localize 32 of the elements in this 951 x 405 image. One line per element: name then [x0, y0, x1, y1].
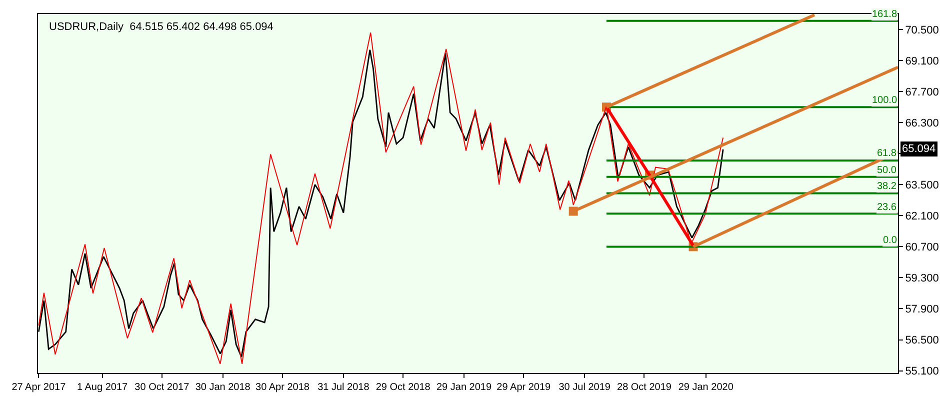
annotation: 50.0	[877, 165, 897, 176]
annotation: 100.0	[872, 95, 898, 106]
y-tick-label: 63.500	[905, 179, 939, 192]
y-tick-label: 67.700	[905, 86, 939, 98]
x-tick-label: 27 Apr 2017	[12, 382, 66, 393]
annotation: 65.094	[902, 143, 936, 155]
x-tick-label: 29 Apr 2019	[496, 382, 552, 393]
annotation: 38.2	[877, 181, 897, 192]
x-tick-label: 29 Oct 2018	[376, 382, 431, 393]
y-tick-label: 56.500	[905, 334, 939, 347]
x-tick-label: 29 Jan 2020	[678, 382, 734, 393]
x-tick-label: 29 Jan 2019	[436, 382, 492, 393]
annotation: 161.8	[872, 9, 898, 20]
y-tick-label: 70.500	[905, 24, 939, 36]
y-tick-label: 57.900	[905, 304, 939, 316]
annotation: 61.8	[877, 148, 897, 159]
y-tick-label: 60.700	[905, 242, 939, 254]
annotation: 23.6	[877, 202, 897, 213]
x-tick-label: 28 Oct 2019	[617, 382, 672, 393]
y-tick-label: 55.100	[905, 366, 939, 378]
y-tick-label: 66.300	[905, 117, 939, 130]
x-tick-label: 31 Jul 2018	[318, 382, 370, 393]
y-tick-label: 59.300	[905, 272, 939, 285]
x-tick-label: 1 Aug 2017	[76, 382, 128, 393]
x-tick-label: 30 Jul 2019	[558, 382, 611, 393]
x-tick-label: 30 Jan 2018	[195, 382, 251, 393]
annotation: 0.0	[883, 235, 898, 246]
y-tick-label: 62.100	[905, 210, 939, 223]
x-tick-label: 30 Oct 2017	[134, 382, 190, 393]
x-tick-label: 30 Apr 2018	[256, 382, 310, 393]
text: USDRUR,Daily 64.515 65.402 64.498 65.094	[49, 21, 274, 33]
y-tick-label: 69.100	[905, 55, 939, 68]
